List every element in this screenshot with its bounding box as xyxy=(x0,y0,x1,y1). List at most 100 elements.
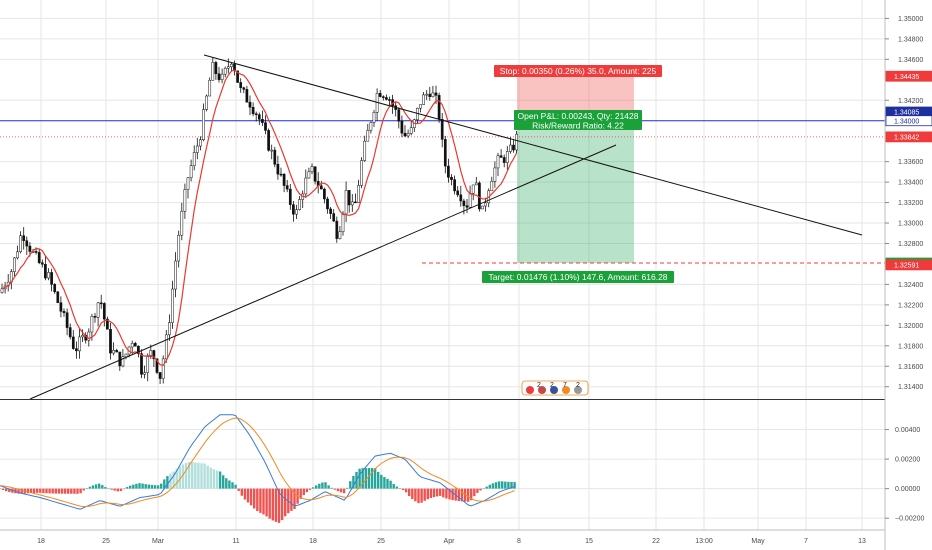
macd-histogram-bar xyxy=(101,485,104,489)
macd-histogram-bar xyxy=(231,482,234,489)
time-tick-label: 11 xyxy=(232,538,239,545)
candle-down xyxy=(502,157,506,163)
target-label: Target: 0.01476 (1.10%) 147.6, Amount: 6… xyxy=(482,271,674,283)
macd-histogram-bar xyxy=(423,488,426,501)
candle-down xyxy=(75,348,78,352)
candle-up xyxy=(211,62,215,81)
macd-histogram-bar xyxy=(79,488,82,494)
macd-histogram-bar xyxy=(169,473,172,489)
candle-down xyxy=(257,114,261,120)
price-axis-background xyxy=(885,0,932,550)
candle-down xyxy=(56,291,60,303)
macd-histogram-bar xyxy=(435,488,439,497)
time-tick-label: 25 xyxy=(377,538,385,545)
candle-up xyxy=(177,234,181,262)
macd-histogram-bar xyxy=(147,484,150,489)
macd-histogram-bar xyxy=(358,468,361,489)
macd-histogram-bar xyxy=(0,488,2,490)
candle-down xyxy=(99,302,103,305)
macd-histogram-bar xyxy=(191,461,194,489)
macd-tick-label: −0.00200 xyxy=(895,516,924,523)
price-tick-label: 1.33400 xyxy=(898,180,923,187)
macd-histogram-bar xyxy=(60,488,64,494)
candle-down xyxy=(133,343,137,347)
price-tick-label: 1.32800 xyxy=(898,241,923,248)
candle-up xyxy=(505,151,509,163)
candle-up xyxy=(0,288,4,293)
macd-tick-label: 0.00400 xyxy=(895,427,920,434)
price-tag-label: 1.33842 xyxy=(894,134,919,141)
macd-histogram-bar xyxy=(460,488,464,502)
signal-line xyxy=(0,417,515,507)
candle-up xyxy=(90,316,94,333)
macd-histogram-bar xyxy=(113,488,116,491)
macd-histogram-bar xyxy=(85,488,88,489)
macd-histogram-bar xyxy=(125,487,129,489)
macd-histogram-bar xyxy=(45,488,48,494)
macd-histogram-bar xyxy=(305,488,309,493)
macd-histogram-bar xyxy=(222,475,225,489)
macd-histogram-bar xyxy=(308,488,312,490)
event-flag-icon xyxy=(574,386,582,394)
candle-up xyxy=(338,231,342,239)
candle-down xyxy=(242,87,246,90)
macd-histogram-bar xyxy=(237,488,240,491)
candle-down xyxy=(22,235,26,241)
candle-up xyxy=(192,152,196,166)
macd-histogram-bar xyxy=(342,488,346,494)
macd-histogram-bar xyxy=(470,488,473,501)
candle-up xyxy=(180,210,184,236)
candle-up xyxy=(183,189,187,212)
candle-down xyxy=(214,62,218,75)
target-zone xyxy=(517,112,634,264)
macd-histogram-bar xyxy=(163,479,166,489)
candle-down xyxy=(285,185,289,190)
macd-histogram-bar xyxy=(426,488,429,500)
candle-down xyxy=(397,109,401,122)
candle-down xyxy=(254,113,258,115)
descending-trendline xyxy=(203,54,863,236)
pnl-label-text: Open P&L: 0.00243, Qty: 21428 xyxy=(518,111,639,121)
macd-histogram-bar xyxy=(367,468,371,489)
macd-histogram-bar xyxy=(218,471,222,489)
macd-histogram-bar xyxy=(1,488,5,491)
macd-histogram-bar xyxy=(256,488,259,511)
macd-histogram-bar xyxy=(463,488,467,502)
candle-up xyxy=(372,112,376,123)
candle-up xyxy=(226,66,230,69)
macd-histogram-bar xyxy=(494,482,498,489)
macd-histogram-bar xyxy=(293,488,296,510)
candle-down xyxy=(428,93,432,97)
candle-up xyxy=(357,185,360,203)
position-tool[interactable] xyxy=(0,76,885,264)
candle-up xyxy=(350,201,354,206)
grid-lines xyxy=(0,0,885,530)
macd-histogram-bar xyxy=(479,488,482,491)
macd-histogram-bar xyxy=(476,488,479,493)
macd-tick-label: 0.00200 xyxy=(895,457,920,464)
candle-down xyxy=(499,155,503,158)
macd-histogram-bar xyxy=(377,471,380,489)
candle-up xyxy=(16,251,19,259)
macd-histogram-bar xyxy=(392,483,395,489)
candle-up xyxy=(496,155,500,169)
candle-down xyxy=(65,312,69,328)
macd-histogram-bar xyxy=(395,486,398,489)
macd-histogram-bar xyxy=(380,474,383,489)
candle-down xyxy=(447,165,450,178)
candle-up xyxy=(143,372,146,375)
candle-up xyxy=(471,184,475,194)
macd-histogram-bar xyxy=(181,464,185,489)
position-labels: Stop: 0.00350 (0.26%) 35.0, Amount: 225 O… xyxy=(482,65,674,283)
macd-histogram-bar xyxy=(175,469,178,489)
macd-histogram-bar xyxy=(473,488,476,497)
macd-histogram-bar xyxy=(268,488,271,519)
candle-up xyxy=(205,95,208,110)
event-count: 2 xyxy=(576,382,580,389)
event-markers[interactable]: 2 2 7 2 xyxy=(521,380,589,396)
macd-histogram-bar xyxy=(209,467,212,489)
drawing-lines[interactable] xyxy=(0,54,885,400)
macd-histogram-bar xyxy=(321,482,324,489)
candle-up xyxy=(87,331,91,341)
